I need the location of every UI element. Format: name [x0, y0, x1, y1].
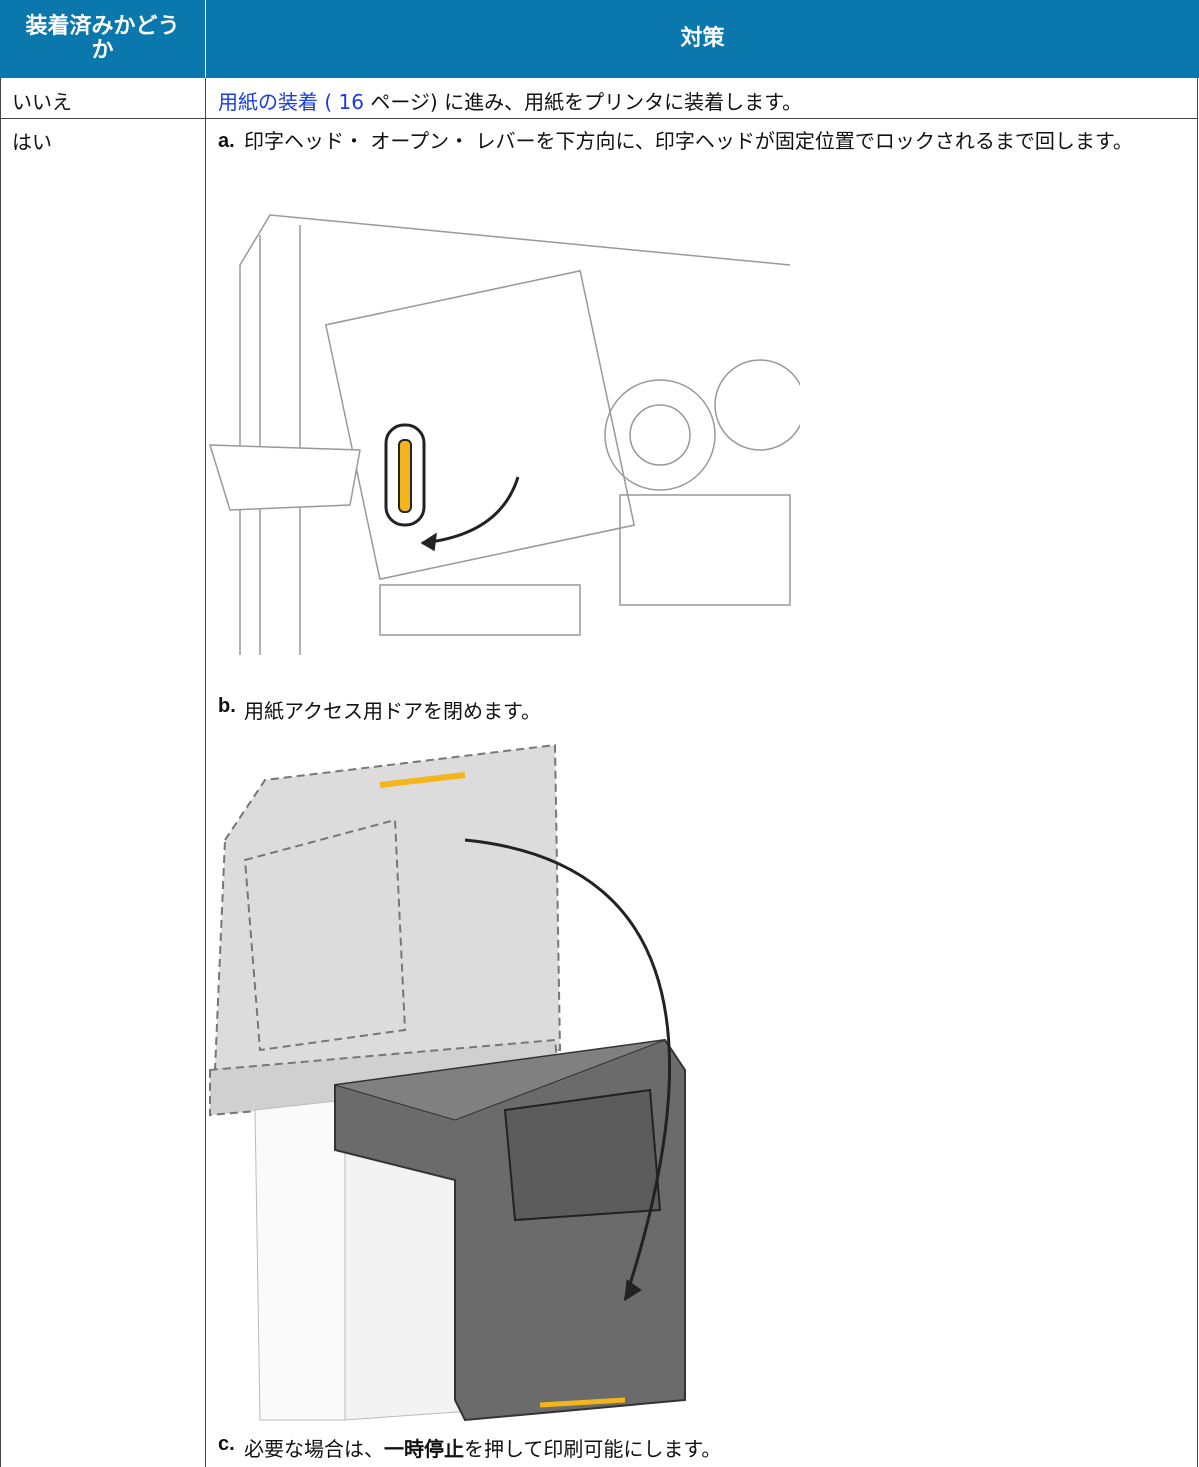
action-text: ページ) に進み、用紙をプリンタに装着します。: [370, 90, 803, 114]
step: b. 用紙アクセス用ドアを閉めます。: [218, 695, 541, 724]
illustration-door: [209, 743, 686, 1422]
header-cell: 装着済みかどうか: [0, 0, 205, 78]
illustration-lever: [208, 214, 800, 655]
step-text: 用紙アクセス用ドアを閉めます。: [244, 699, 541, 723]
link[interactable]: 用紙の装着 ( 16: [218, 90, 364, 114]
button-name: 一時停止: [384, 1437, 464, 1461]
header-cell: 対策: [206, 0, 1199, 78]
step: c. 必要な場合は、 一時停止 を押して印刷可能にします。: [218, 1433, 721, 1462]
step-label: b.: [218, 695, 236, 717]
status: いいえ: [12, 90, 72, 114]
action: 用紙の装着 ( 16 ページ) に進み、用紙をプリンタに装着します。: [218, 86, 802, 115]
border: [0, 118, 1198, 119]
border: [205, 78, 206, 1467]
step: a. 印字ヘッド・ オープン・ レバーを下方向に、印字ヘッドが固定位置でロックされ…: [218, 126, 1188, 156]
step-text: を押して印刷可能にします。: [464, 1437, 722, 1461]
step-label: a.: [218, 130, 235, 152]
border: [1197, 78, 1198, 1467]
step-label: c.: [218, 1433, 235, 1455]
step-text: 印字ヘッド・ オープン・ レバーを下方向に、印字ヘッドが固定位置でロックされるま…: [244, 129, 1133, 153]
step-text: 必要な場合は、: [244, 1437, 384, 1461]
border: [0, 78, 1, 1467]
status: はい: [12, 130, 52, 154]
